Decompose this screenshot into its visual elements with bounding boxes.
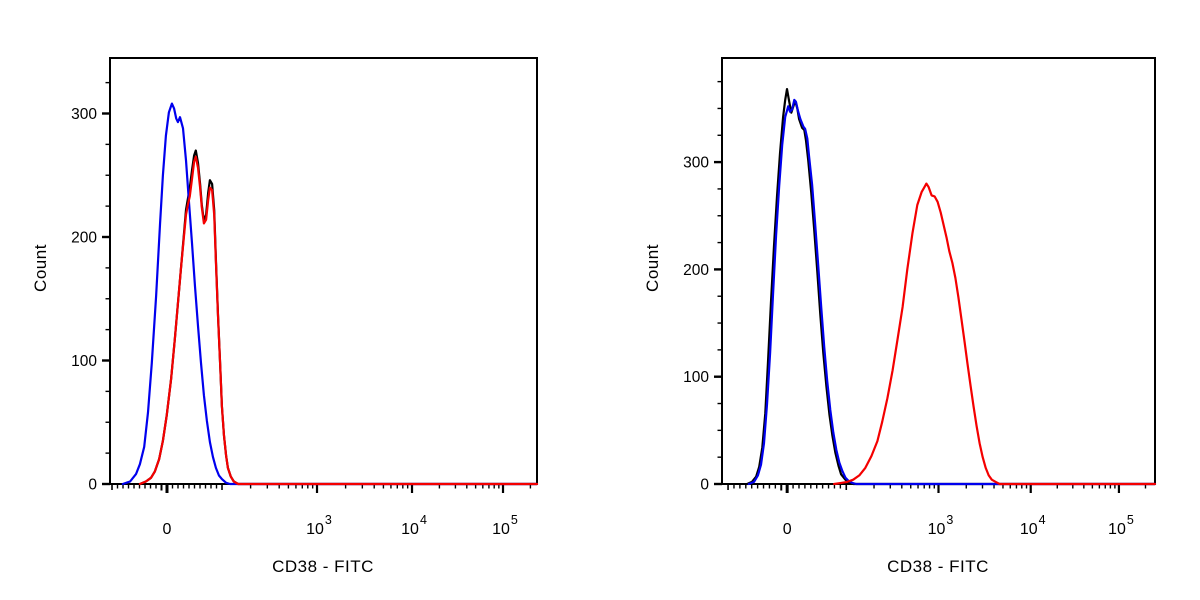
- right-x-axis-title: CD38 - FITC: [887, 557, 989, 576]
- histogram-curve-black: [745, 87, 1157, 486]
- x-tick-label: 105: [492, 513, 518, 538]
- left-x-axis-title: CD38 - FITC: [272, 557, 374, 576]
- histogram-curve-red: [832, 182, 1157, 486]
- histogram-curve-blue: [121, 102, 539, 486]
- y-tick-label: 0: [88, 477, 97, 494]
- x-tick-label: 103: [928, 513, 954, 538]
- x-tick-label: 0: [783, 521, 792, 538]
- right-y-axis-title: Count: [643, 244, 662, 292]
- x-tick-label: 105: [1108, 513, 1134, 538]
- right-histogram-panel: Count CD38 - FITC 0 100 200 300 0 103 104 105: [643, 57, 1157, 576]
- histogram-curve-red: [138, 155, 539, 486]
- y-tick-label: 200: [683, 262, 709, 279]
- plot-frame: [109, 57, 538, 485]
- x-tick-label: 104: [401, 513, 427, 538]
- left-y-axis-title: Count: [31, 244, 50, 292]
- histogram-curve-blue: [747, 98, 1157, 486]
- plot-frame: [721, 57, 1156, 485]
- left-plot-area: 0 100 200 300 0 103 104 105: [71, 57, 539, 538]
- x-tick-label: 103: [306, 513, 332, 538]
- x-tick-label: 0: [163, 521, 172, 538]
- y-tick-label: 300: [71, 106, 97, 123]
- histogram-curve-black: [138, 149, 539, 486]
- y-tick-label: 100: [683, 369, 709, 386]
- left-histogram-panel: Count CD38 - FITC 0 100 200 300 0 103 104 105: [31, 57, 539, 576]
- y-tick-label: 100: [71, 353, 97, 370]
- y-tick-label: 0: [700, 477, 709, 494]
- x-tick-label: 104: [1020, 513, 1046, 538]
- y-tick-label: 300: [683, 155, 709, 172]
- y-tick-label: 200: [71, 230, 97, 247]
- right-plot-area: 0 100 200 300 0 103 104 105: [683, 57, 1157, 538]
